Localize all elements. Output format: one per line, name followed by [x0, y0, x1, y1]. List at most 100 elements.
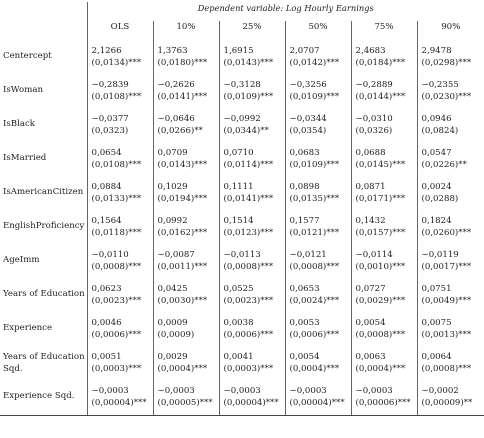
row-label: IsMarried: [0, 143, 87, 177]
coefficient-value: 0,0727: [355, 284, 386, 294]
table-row: Years of Education Sqd. 0,0051 (0,0003)*** 0…: [0, 347, 484, 381]
table-body: Centercept 2,1266 (0,0134)*** 1,3763 (0,0180…: [0, 41, 484, 416]
column-header-row: OLS 10% 25% 50% 75% 90%: [0, 21, 484, 41]
table-cell: 0,0024 (0,0288): [416, 177, 484, 211]
coefficient-value: 0,0053: [289, 318, 320, 328]
standard-error-value: (0,0004)***: [157, 364, 208, 374]
table-cell: 0,0054 (0,0004)***: [284, 347, 351, 381]
row-label-text: AgeImm: [3, 255, 40, 265]
table-cell: 0,1824 (0,0260)***: [416, 211, 484, 245]
standard-error-value: (0,0006)***: [289, 330, 340, 340]
coefficient-value: −0,0087: [157, 250, 195, 260]
coefficient-value: 0,1824: [421, 216, 452, 226]
standard-error-value: (0,0109)***: [289, 92, 340, 102]
table-cell: −0,0003 (0,00004)***: [284, 381, 351, 416]
coefficient-value: −0,0992: [223, 114, 261, 124]
coefficient-value: −0,0003: [355, 386, 393, 396]
standard-error-value: (0,0004)***: [355, 364, 406, 374]
standard-error-value: (0,0344)**: [223, 126, 269, 136]
row-label: AgeImm: [0, 245, 87, 279]
coefficient-value: −0,0377: [91, 114, 129, 124]
row-label-text: IsWoman: [3, 85, 44, 95]
coefficient-value: 0,0063: [355, 352, 386, 362]
standard-error-value: (0,0109)***: [289, 160, 340, 170]
table-cell: 2,0707 (0,0142)***: [284, 41, 351, 75]
table-cell: 0,0898 (0,0135)***: [284, 177, 351, 211]
coefficient-value: 0,0041: [223, 352, 254, 362]
coefficient-value: −0,0119: [421, 250, 459, 260]
table-row: Experience Sqd. −0,0003 (0,00004)*** −0,000…: [0, 381, 484, 416]
row-label-text: Years of Education: [3, 289, 85, 299]
column-header-ols: OLS: [86, 21, 153, 41]
coefficient-value: 0,0547: [421, 148, 452, 158]
table-cell: 0,0038 (0,0006)***: [218, 313, 285, 347]
coefficient-value: 0,0710: [223, 148, 254, 158]
coefficient-value: 0,0683: [289, 148, 320, 158]
coefficient-value: 0,0654: [91, 148, 122, 158]
table-row: EnglishProficiency 0,1564 (0,0118)*** 0,099…: [0, 211, 484, 245]
row-label-header: [0, 21, 87, 41]
table-cell: 0,0054 (0,0008)***: [350, 313, 417, 347]
row-label-text: Centercept: [3, 51, 52, 61]
table-cell: 0,0884 (0,0133)***: [86, 177, 153, 211]
standard-error-value: (0,0004)***: [289, 364, 340, 374]
coefficient-value: −0,2626: [157, 80, 195, 90]
standard-error-value: (0,0194)***: [157, 194, 208, 204]
table-cell: 0,1029 (0,0194)***: [152, 177, 219, 211]
row-label-text: IsBlack: [3, 119, 36, 129]
coefficient-value: 0,0425: [157, 284, 188, 294]
standard-error-value: (0,0029)***: [355, 296, 406, 306]
table-cell: −0,0087 (0,0011)***: [152, 245, 219, 279]
table-row: IsBlack −0,0377 (0,0323) −0,0646 (0,0266)** −…: [0, 109, 484, 143]
standard-error-value: (0,0226)**: [421, 160, 467, 170]
table-cell: 0,0425 (0,0030)***: [152, 279, 219, 313]
standard-error-value: (0,0049)***: [421, 296, 472, 306]
coefficient-value: −0,0344: [289, 114, 327, 124]
table-cell: 0,1111 (0,0141)***: [218, 177, 285, 211]
standard-error-value: (0,00006)***: [355, 398, 411, 408]
table-cell: 0,0871 (0,0171)***: [350, 177, 417, 211]
table-cell: −0,0113 (0,0008)***: [218, 245, 285, 279]
row-label: IsAmericanCitizen: [0, 177, 87, 211]
table-cell: 0,0041 (0,0003)***: [218, 347, 285, 381]
column-header-q90: 90%: [416, 21, 484, 41]
coefficient-value: 2,1266: [91, 46, 122, 56]
standard-error-value: (0,0824): [421, 126, 459, 136]
row-label: IsBlack: [0, 109, 87, 143]
coefficient-value: 1,6915: [223, 46, 254, 56]
standard-error-value: (0,0180)***: [157, 58, 208, 68]
standard-error-value: (0,0006)***: [223, 330, 274, 340]
coefficient-value: 0,0024: [421, 182, 452, 192]
column-header-q10: 10%: [152, 21, 219, 41]
standard-error-value: (0,0135)***: [289, 194, 340, 204]
standard-error-value: (0,0141)***: [157, 92, 208, 102]
coefficient-value: 0,0009: [157, 318, 188, 328]
coefficient-value: 0,0898: [289, 182, 320, 192]
table-cell: 0,0053 (0,0006)***: [284, 313, 351, 347]
coefficient-value: 0,1111: [223, 182, 254, 192]
standard-error-value: (0,0134)***: [91, 58, 142, 68]
table-row: IsWoman −0,2839 (0,0108)*** −0,2626 (0,0141)…: [0, 75, 484, 109]
table-cell: 1,3763 (0,0180)***: [152, 41, 219, 75]
coefficient-value: 1,3763: [157, 46, 188, 56]
table-cell: 0,0051 (0,0003)***: [86, 347, 153, 381]
coefficient-value: −0,2355: [421, 80, 459, 90]
table-cell: 0,0751 (0,0049)***: [416, 279, 484, 313]
standard-error-value: (0,0008)***: [421, 364, 472, 374]
coefficient-value: −0,0113: [223, 250, 261, 260]
table-cell: −0,0119 (0,0017)***: [416, 245, 484, 279]
standard-error-value: (0,0141)***: [223, 194, 274, 204]
coefficient-value: 0,0054: [355, 318, 386, 328]
coefficient-value: 0,0054: [289, 352, 320, 362]
standard-error-value: (0,0008)***: [223, 262, 274, 272]
coefficient-value: −0,0110: [91, 250, 129, 260]
row-label-text: IsAmericanCitizen: [3, 187, 84, 197]
coefficient-value: 2,4683: [355, 46, 386, 56]
table-cell: 1,6915 (0,0143)***: [218, 41, 285, 75]
standard-error-value: (0,0326): [355, 126, 393, 136]
dependent-variable-row: Dependent variable: Log Hourly Earnings: [0, 2, 484, 21]
standard-error-value: (0,0008)***: [289, 262, 340, 272]
standard-error-value: (0,0108)***: [91, 92, 142, 102]
row-label-text: Years of Education: [3, 352, 85, 362]
